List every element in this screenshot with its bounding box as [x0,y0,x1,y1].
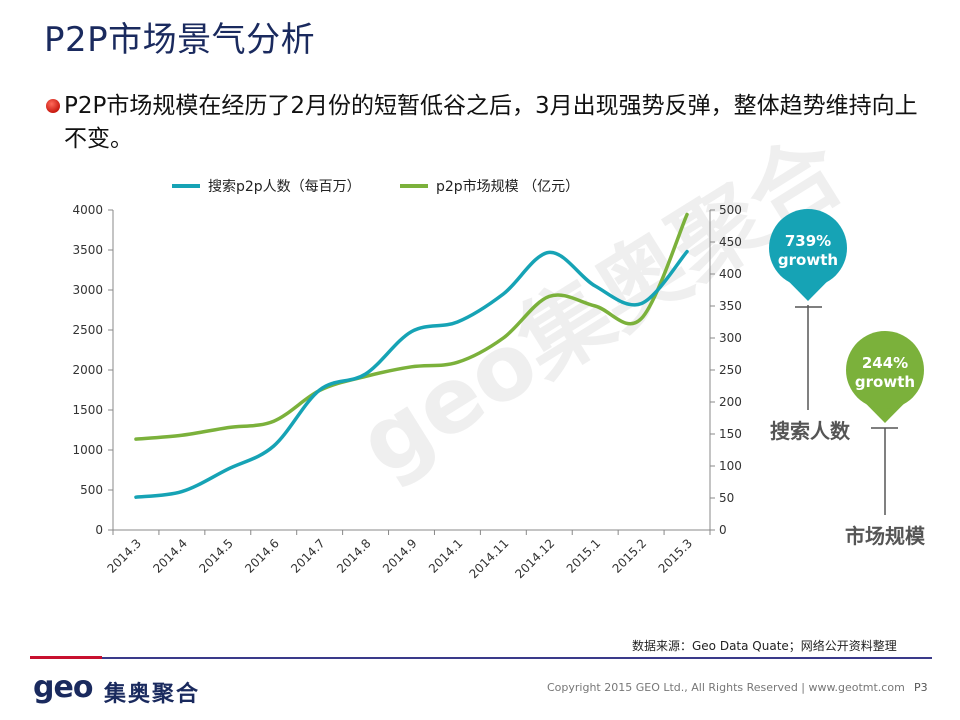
bubble-circle [846,331,924,409]
y-left-tick-label: 500 [80,483,103,497]
x-tick-label: 2014.12 [512,536,557,581]
bubble-caption: growth [778,251,838,269]
x-tick-label: 2014.9 [380,536,420,576]
copyright: Copyright 2015 GEO Ltd., All Rights Rese… [547,681,905,694]
y-right-tick-label: 150 [719,427,742,441]
bubble-caption: growth [855,373,915,391]
growth-bubble-market: 244%growth [846,331,924,423]
footer-divider-accent [30,656,102,659]
y-right-tick-label: 50 [719,491,734,505]
bullet-dot-icon [46,99,60,113]
y-right-tick-label: 250 [719,363,742,377]
bubble-circle [769,209,847,287]
x-tick-label: 2015.3 [656,536,696,576]
y-left-tick-label: 2500 [72,323,103,337]
y-right-tick-label: 0 [719,523,727,537]
logo-latin: geo [33,670,93,705]
page-number: P3 [914,681,928,694]
growth-bubble-search: 739%growth [769,209,847,301]
y-right-tick-label: 100 [719,459,742,473]
x-tick-label: 2014.8 [334,536,374,576]
series-line-search [134,249,689,499]
bullet-point: P2P市场规模在经历了2月份的短暂低谷之后，3月出现强势反弹，整体趋势维持向上不… [46,90,926,156]
y-right-tick-label: 400 [719,267,742,281]
y-left-tick-label: 1000 [72,443,103,457]
bubble-value: 739% [785,232,831,250]
callout-label-search: 搜索人数 [770,419,851,443]
page-title: P2P市场景气分析 [44,20,316,60]
bubble-value: 244% [862,354,908,372]
x-tick-label: 2015.1 [564,536,604,576]
footer-divider [102,657,932,659]
x-tick-label: 2014.7 [288,536,328,576]
y-left-tick-label: 2000 [72,363,103,377]
series-line-market [134,212,689,441]
logo-cn: 集奥聚合 [104,682,201,707]
chart-series [134,212,689,499]
chart-axes: 0 500 1000 1500 2000 2500 3000 3500 4000 0 50 100 15… [72,203,741,581]
y-right-tick-label: 350 [719,299,742,313]
y-right-tick-label: 300 [719,331,742,345]
y-left-tick-label: 3500 [72,243,103,257]
x-tick-label: 2014.1 [426,536,466,576]
y-left-tick-label: 3000 [72,283,103,297]
callout-label-market: 市场规模 [845,524,926,548]
legend-label: 搜索p2p人数（每百万） [208,178,361,195]
x-tick-label: 2015.2 [610,536,650,576]
data-source: 数据来源：Geo Data Quate；网络公开资料整理 [632,639,897,653]
y-left-tick-label: 4000 [72,203,103,217]
y-left-tick-label: 1500 [72,403,103,417]
x-tick-label: 2014.5 [196,536,236,576]
x-tick-label: 2014.3 [104,536,144,576]
chart-legend: 搜索p2p人数（每百万） p2p市场规模 （亿元） [172,178,579,195]
legend-label: p2p市场规模 （亿元） [436,178,579,195]
x-tick-label: 2014.11 [466,536,511,581]
x-tick-label: 2014.6 [242,536,282,576]
x-tick-label: 2014.4 [150,536,190,576]
bullet-text: P2P市场规模在经历了2月份的短暂低谷之后，3月出现强势反弹，整体趋势维持向上不… [64,93,918,152]
y-left-tick-label: 0 [95,523,103,537]
y-right-tick-label: 450 [719,235,742,249]
y-right-tick-label: 500 [719,203,742,217]
y-right-tick-label: 200 [719,395,742,409]
